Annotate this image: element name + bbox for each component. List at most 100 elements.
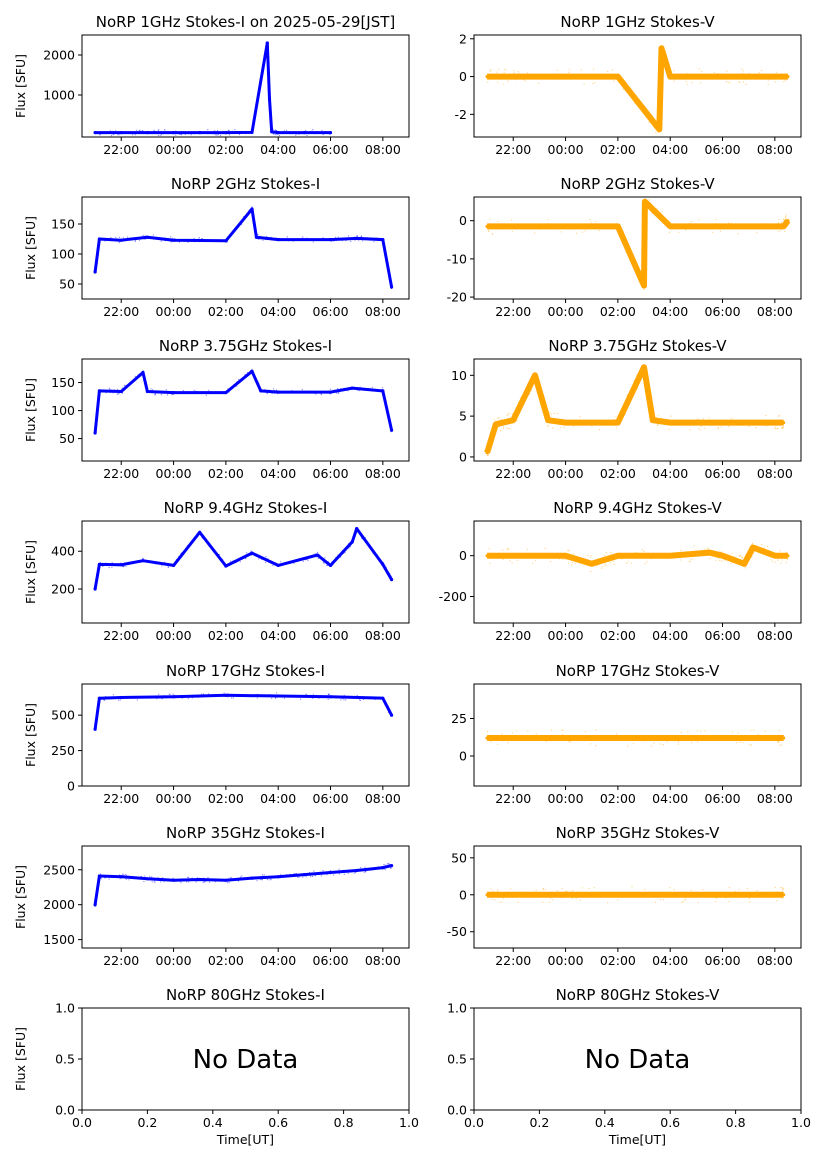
noise-point (244, 375, 246, 377)
noise-point (615, 423, 618, 426)
axes-frame (81, 845, 410, 949)
noise-point (487, 81, 489, 83)
noise-point (301, 388, 303, 391)
data-point (145, 235, 149, 239)
noise-point (238, 133, 240, 136)
noise-point (561, 729, 563, 731)
noise-point (519, 397, 522, 399)
noise-point (228, 129, 230, 131)
data-point (720, 75, 725, 79)
noise-point (193, 237, 195, 239)
noise-point (750, 556, 753, 558)
noise-point (104, 240, 106, 242)
x-tick-label: 04:00 (652, 142, 688, 157)
noise-point (151, 881, 153, 883)
noise-point (258, 558, 260, 560)
data-point (657, 127, 661, 131)
noise-point (160, 240, 162, 242)
noise-point (190, 134, 192, 136)
noise-point (97, 251, 99, 253)
noise-point (603, 423, 605, 425)
series-line (487, 544, 788, 567)
noise-point (141, 236, 143, 238)
noise-point (203, 537, 205, 539)
noise-point (782, 893, 784, 895)
noise-point (189, 694, 191, 697)
noise-point (263, 874, 265, 876)
noise-point (312, 693, 315, 695)
noise-point (260, 389, 262, 391)
noise-point (105, 392, 107, 394)
axes-frame (81, 520, 410, 624)
noise-point (188, 881, 190, 883)
noise-point (660, 64, 662, 66)
data-point (751, 545, 755, 550)
noise-point (785, 216, 787, 218)
noise-point (98, 876, 101, 878)
noise-point (113, 134, 115, 136)
noise-point (105, 562, 107, 564)
noise-point (145, 238, 147, 240)
data-point (328, 563, 333, 568)
noise-point (720, 227, 722, 229)
noise-point (274, 132, 276, 134)
noise-point (107, 697, 109, 699)
x-tick-label: 02:00 (208, 628, 244, 643)
noise-point (97, 402, 99, 405)
noise-point (720, 552, 722, 554)
noise-point (228, 134, 230, 136)
data-point (390, 428, 394, 432)
data-point (773, 554, 777, 558)
noise-point (715, 218, 717, 220)
noise-point (324, 557, 326, 559)
noise-point (497, 81, 499, 83)
noise-point (361, 537, 363, 539)
y-tick-label: 100 (51, 247, 75, 262)
noise-point (746, 552, 749, 555)
noise-point (206, 879, 208, 882)
noise-point (772, 736, 775, 739)
noise-point (511, 219, 513, 221)
noise-point (340, 699, 342, 701)
noise-point (384, 864, 386, 866)
noise-point (679, 77, 681, 79)
noise-point (315, 393, 317, 395)
noise-point (598, 428, 601, 431)
data-point (390, 864, 394, 868)
noise-point (111, 135, 113, 137)
noise-point (613, 223, 615, 225)
noise-point (241, 131, 243, 133)
x-tick-label: 06:00 (313, 953, 349, 968)
y-tick-label: 50 (59, 431, 75, 446)
noise-point (164, 564, 166, 566)
noise-point (739, 81, 741, 83)
noise-point (647, 395, 649, 398)
noise-point (703, 427, 706, 429)
noise-point (165, 390, 167, 392)
noise-point (721, 551, 723, 553)
noise-point (208, 391, 210, 394)
noise-point (226, 241, 228, 243)
noise-point (327, 238, 329, 240)
noise-point (540, 401, 542, 403)
noise-point (121, 565, 123, 567)
noise-point (720, 426, 723, 428)
noise-point (146, 131, 148, 133)
plot-area (485, 729, 786, 747)
noise-point (193, 241, 195, 243)
noise-point (654, 901, 657, 904)
noise-point (488, 893, 491, 895)
noise-point (555, 78, 557, 80)
noise-point (655, 215, 657, 217)
x-tick-label: 22:00 (495, 628, 531, 643)
noise-point (386, 572, 388, 574)
noise-point (778, 741, 780, 743)
noise-point (120, 562, 122, 564)
noise-point (555, 225, 558, 227)
noise-point (309, 390, 311, 392)
noise-point (320, 393, 322, 395)
noise-point (390, 287, 392, 289)
noise-point (774, 81, 776, 83)
series-line (93, 864, 392, 905)
